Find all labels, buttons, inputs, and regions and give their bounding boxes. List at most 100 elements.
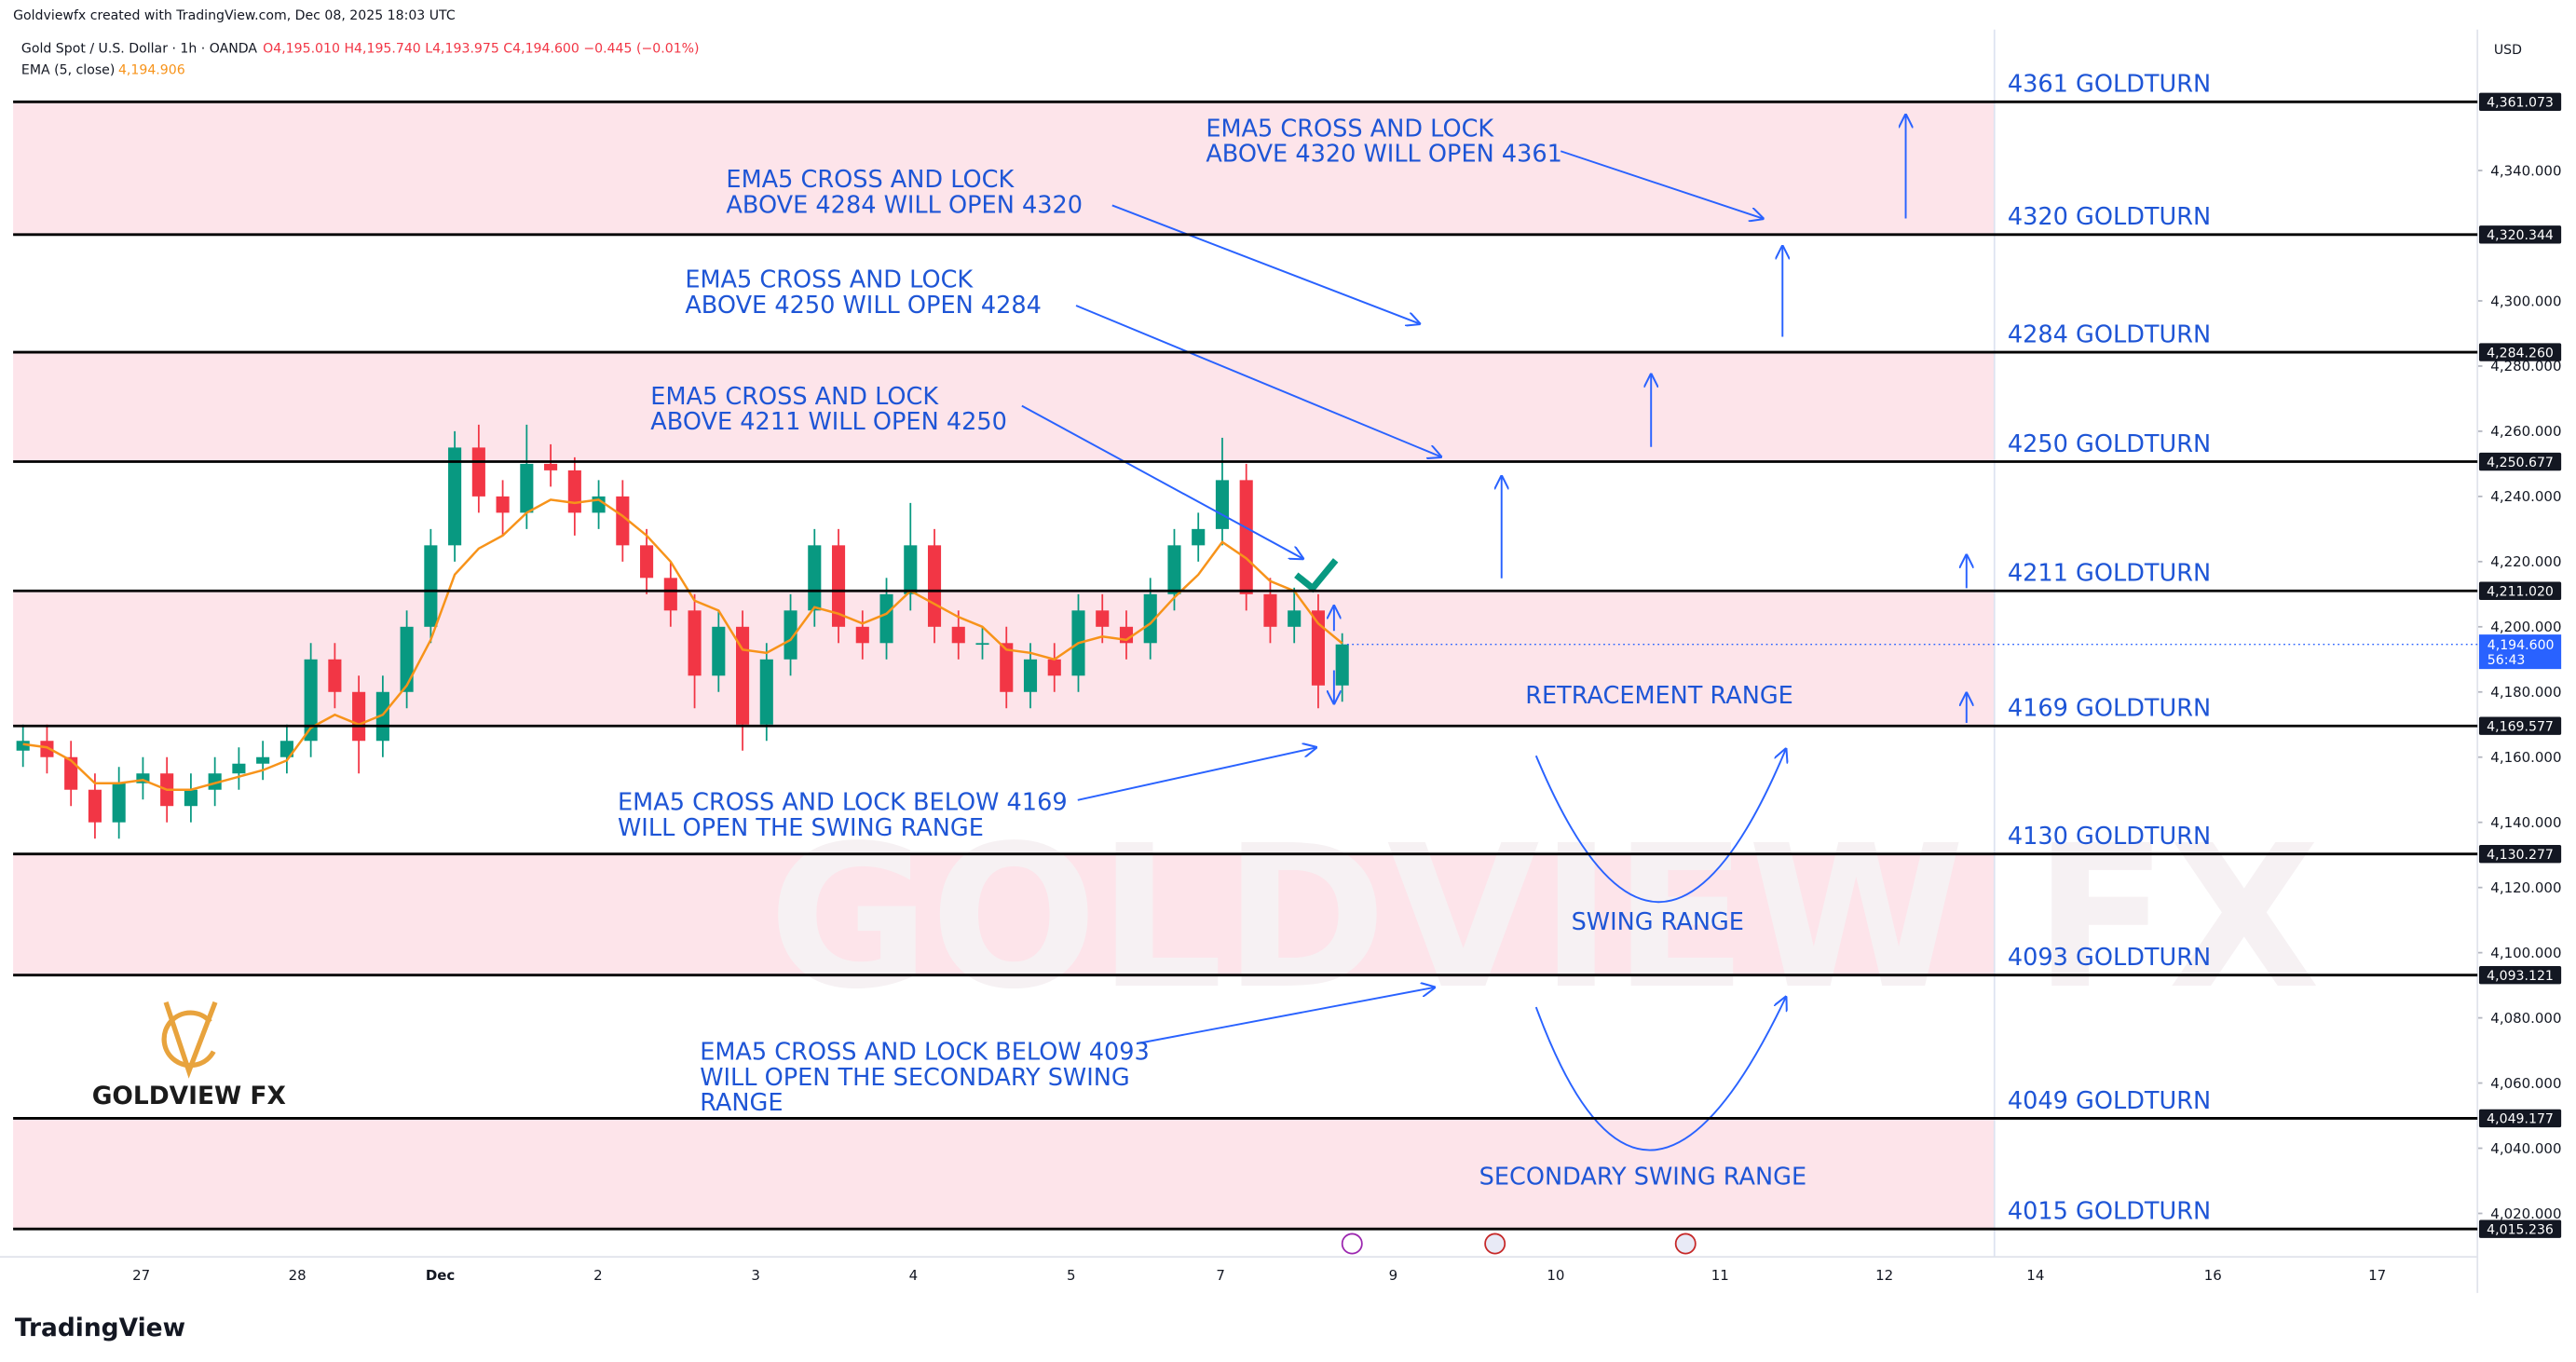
arrow [1075,305,1440,456]
arrow [1138,987,1434,1044]
y-tick-label: 4,140.000 [2490,814,2561,831]
candle-body [471,447,485,497]
level-tag-label: 4,130.277 [2487,848,2554,863]
candle-body [448,447,462,546]
level-tag-label: 4,320.344 [2487,228,2554,243]
level-tag [2478,343,2562,361]
x-tick-label: 16 [2204,1267,2222,1284]
level-tag-label: 4,250.677 [2487,456,2554,470]
level-tag [2478,845,2562,864]
countdown: 56:43 [2487,653,2526,668]
event-icon [1674,1233,1697,1255]
x-tick-label: 14 [2026,1267,2044,1284]
candle-body [544,463,558,470]
candle-body [256,756,270,764]
candle-body [567,470,581,513]
level-tag-label: 4,284.260 [2487,346,2554,361]
y-tick-label: 4,260.000 [2490,423,2561,440]
level-tag-label: 4,211.020 [2487,585,2554,600]
arrow [1111,204,1420,323]
arrow [1560,150,1763,218]
x-tick-label: 7 [1216,1267,1225,1284]
annotation: EMA5 CROSS AND LOCK [650,383,939,411]
candle-body [279,741,293,757]
candle-body [831,545,846,627]
level-tag-label: 4,169.577 [2487,720,2554,735]
event-icon [1341,1233,1363,1255]
currency: USD [2494,43,2522,58]
candle-body [1096,610,1110,627]
level-name: 4320 GOLDTURN [2008,203,2211,231]
candle-body [424,545,438,627]
level-name: 4093 GOLDTURN [2008,944,2211,972]
candle-body [1143,593,1157,644]
arrow [1077,747,1316,801]
range-label: SWING RANGE [1572,908,1744,936]
arrows [1021,115,1967,1255]
candle-body [112,783,126,823]
annotation: ABOVE 4211 WILL OPEN 4250 [650,408,1007,436]
annotation: ABOVE 4250 WILL OPEN 4284 [685,292,1042,320]
candle-body [40,741,54,757]
annotation: EMA5 CROSS AND LOCK [685,266,974,294]
candle-body [1335,644,1349,686]
candle-body [64,756,78,790]
annotation: EMA5 CROSS AND LOCK BELOW 4093 [700,1039,1150,1067]
ohlc: O4,195.010 H4,195.740 L4,193.975 C4,194.… [263,41,699,56]
candle-body [1311,610,1325,686]
x-tick-label: 2 [593,1267,603,1284]
x-tick-label: 3 [751,1267,760,1284]
candle-body [1047,659,1061,676]
arrow [1021,404,1303,559]
y-tick-label: 4,240.000 [2490,488,2561,505]
candle-body [712,626,726,676]
zone [13,352,1995,462]
x-tick-label: 5 [1067,1267,1076,1284]
candle-body [951,626,965,644]
level-name: 4250 GOLDTURN [2008,430,2211,458]
candle-body [663,578,677,611]
y-tick-label: 4,280.000 [2490,358,2561,375]
candle-body [1192,528,1206,546]
candle-body [1263,593,1277,627]
candle-body [879,593,893,644]
candle-body [759,659,773,725]
credit: Goldviewfx created with TradingView.com,… [13,8,456,23]
candle-body [640,545,654,579]
candle-body [1288,610,1302,627]
y-tick-label: 4,100.000 [2490,945,2561,961]
footer: TradingView [15,1314,185,1342]
candle-body [496,496,510,513]
y-tick-label: 4,080.000 [2490,1010,2561,1027]
annotation: EMA5 CROSS AND LOCK BELOW 4169 [618,788,1068,816]
candle-body [855,626,869,644]
candle-body [328,659,342,692]
range-label: RETRACEMENT RANGE [1525,682,1793,710]
candle-body [927,545,942,627]
candle-body [232,763,246,774]
candle-body [304,659,318,742]
annotation: EMA5 CROSS AND LOCK [1206,115,1494,143]
level-name: 4361 GOLDTURN [2008,71,2211,99]
plot: 4,020.000 4,040.000 4,060.000 4,080.000 4,10… [16,162,2561,1284]
level-name: 4211 GOLDTURN [2008,560,2211,588]
event-icon [1484,1233,1506,1255]
ema-line [22,498,1343,791]
candle-body [352,691,366,742]
annotation: ABOVE 4284 WILL OPEN 4320 [726,191,1083,219]
candle-body [88,789,102,823]
y-tick-label: 4,200.000 [2490,619,2561,635]
watermark: GOLDVIEW FX [769,803,2321,1032]
level-tag [2478,966,2562,985]
level-tag [2478,1109,2562,1128]
level-name: 4049 GOLDTURN [2008,1087,2211,1115]
x-tick-label: 11 [1711,1267,1729,1284]
annotation: WILL OPEN THE SWING RANGE [618,814,984,842]
y-tick-label: 4,040.000 [2490,1140,2561,1157]
logo: GOLDVIEW FX [92,1001,286,1110]
candle-body [184,789,198,807]
y-tick-label: 4,160.000 [2490,749,2561,766]
level-tag [2478,452,2562,471]
candle-body [736,626,750,725]
ema-value: 4,194.906 [118,62,185,77]
